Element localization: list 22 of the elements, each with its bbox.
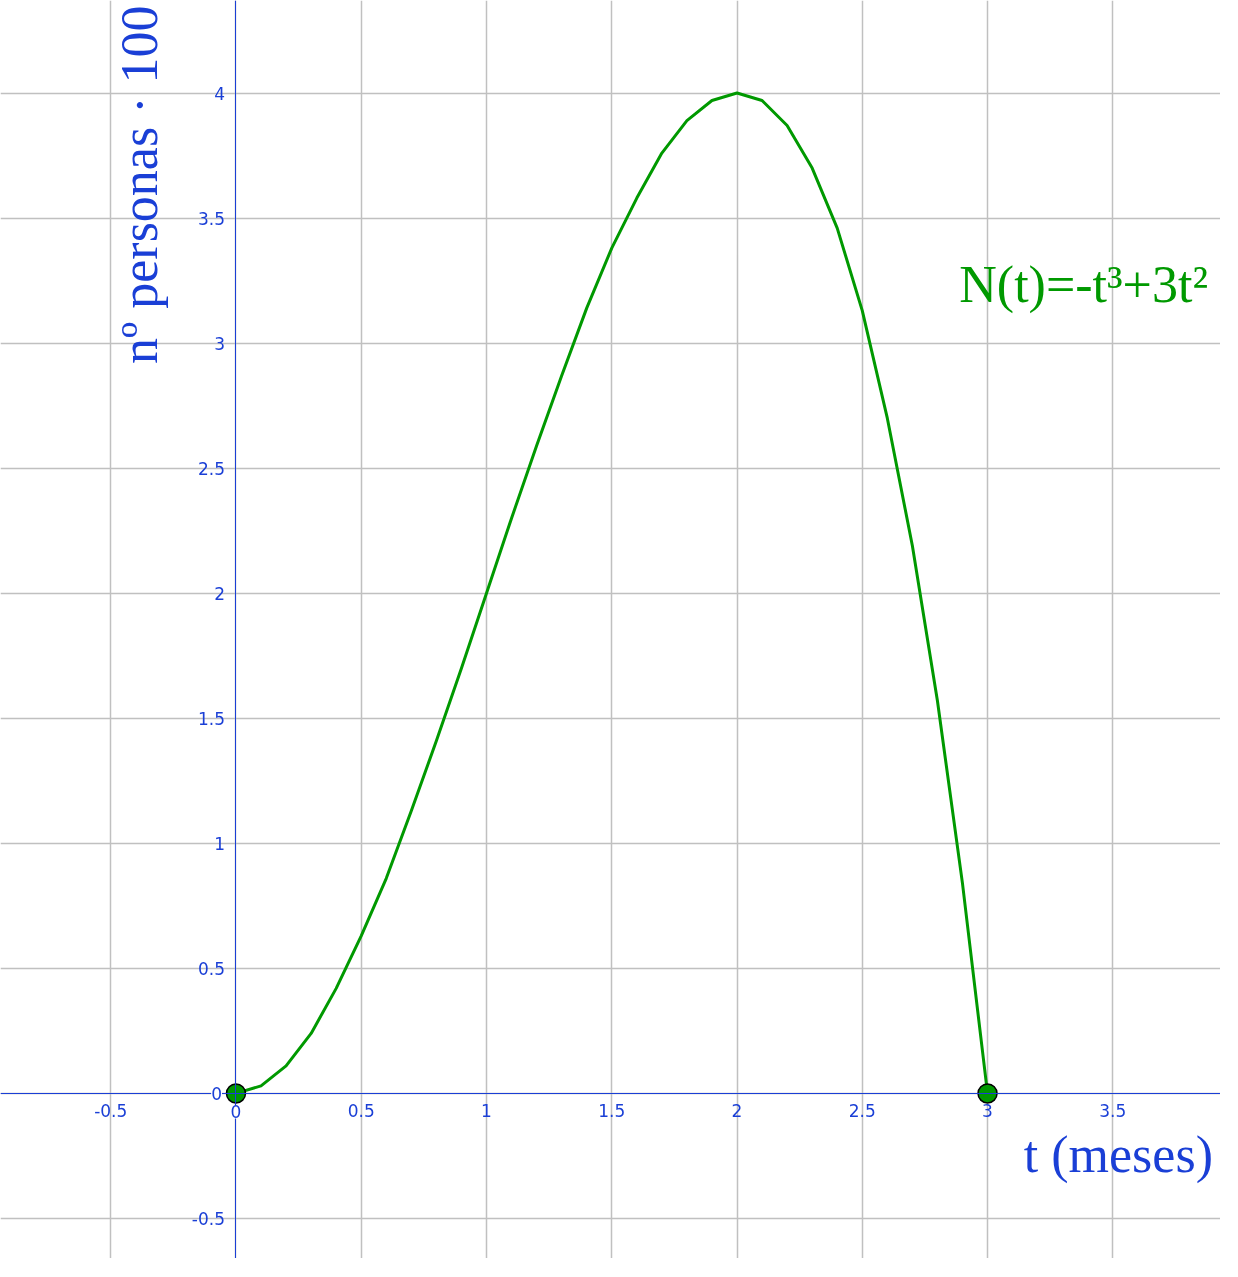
x-tick-label: -0.5 <box>94 1101 128 1122</box>
y-tick-label: 0.5 <box>197 958 225 979</box>
x-tick-label: 0 <box>230 1102 242 1123</box>
x-tick-label: 0.5 <box>347 1101 375 1122</box>
x-tick-label: 2 <box>731 1101 743 1122</box>
y-tick-label: 4 <box>214 83 225 104</box>
y-tick-label: 3 <box>214 333 225 354</box>
y-axis-title: nº personas · 100 <box>111 5 169 364</box>
y-tick-label: 3.5 <box>197 208 225 229</box>
x-tick-label: 1.5 <box>598 1101 626 1122</box>
x-tick-label: 3.5 <box>1099 1101 1127 1122</box>
y-tick-label: -0.5 <box>191 1208 225 1229</box>
annotation: N(t)=-t³+3t² <box>959 256 1208 315</box>
y-tick-label: 2.5 <box>197 458 225 479</box>
y-tick-label: 1.5 <box>197 708 225 729</box>
x-axis-title: t (meses) <box>1023 1125 1213 1184</box>
x-tick-label: 2.5 <box>848 1101 876 1122</box>
y-tick-label: 0 <box>211 1083 222 1104</box>
x-tick-label: 3 <box>982 1101 993 1122</box>
y-tick-label: 2 <box>214 583 225 604</box>
y-tick-label: 1 <box>214 833 225 854</box>
x-tick-label: 1 <box>481 1101 492 1122</box>
